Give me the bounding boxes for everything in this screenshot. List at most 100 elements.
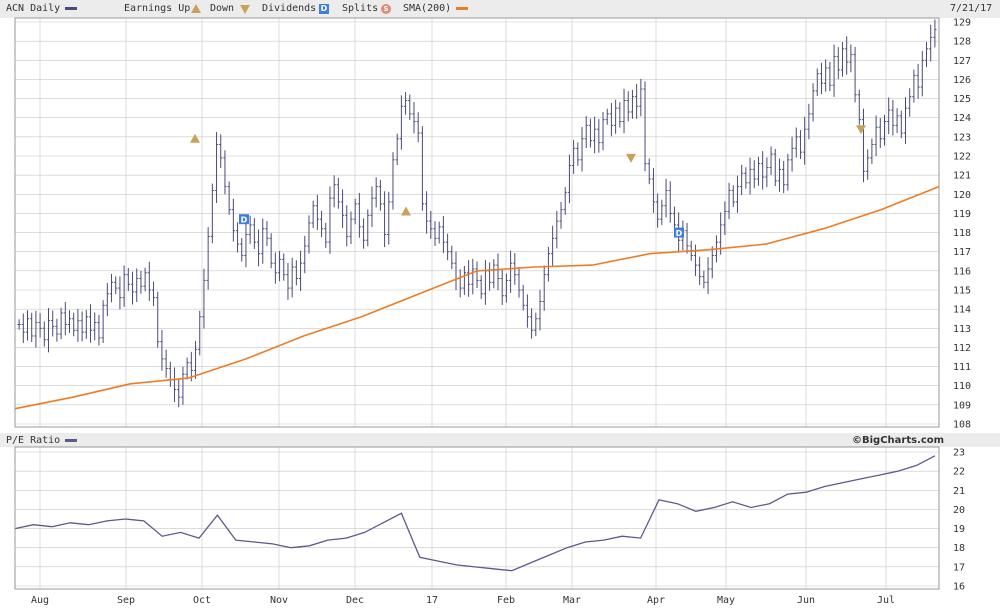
price-bar — [408, 94, 412, 120]
price-bar — [752, 160, 756, 189]
pe-y-tick-label: 18 — [953, 543, 965, 554]
price-bar — [429, 210, 433, 239]
earnings-label: Earnings — [124, 3, 173, 14]
price-bar — [698, 256, 702, 286]
price-y-tick-label: 120 — [953, 190, 971, 201]
price-bar — [17, 319, 21, 330]
price-bar — [576, 142, 580, 166]
price-bar — [609, 102, 614, 137]
price-bar — [118, 276, 122, 310]
price-bar — [639, 78, 643, 117]
earnings-down-marker — [626, 153, 636, 163]
price-bar — [248, 215, 252, 244]
price-bar — [740, 164, 744, 196]
x-tick-label: Mar — [563, 595, 581, 606]
price-y-tick-label: 113 — [953, 324, 971, 335]
price-bar — [361, 218, 366, 249]
price-bar — [147, 261, 151, 301]
price-bar — [479, 275, 483, 299]
price-bar — [256, 229, 261, 267]
price-bar — [924, 41, 929, 68]
price-bar — [618, 102, 622, 128]
pe-plot-frame — [14, 446, 940, 590]
x-tick-label: Dec — [346, 595, 364, 606]
price-bar — [622, 88, 626, 134]
price-bar — [500, 269, 504, 306]
price-bar — [870, 138, 874, 164]
price-bar — [735, 175, 740, 213]
price-bar — [509, 250, 513, 293]
price-bar — [114, 276, 118, 295]
price-y-tick-label: 114 — [953, 305, 971, 316]
price-bar — [139, 270, 143, 294]
x-tick-label: 17 — [426, 595, 438, 606]
price-bar — [555, 210, 559, 249]
price-bar — [878, 118, 882, 149]
price-bar — [534, 312, 538, 337]
pe-y-tick-label: 16 — [953, 582, 965, 593]
price-bar — [819, 62, 824, 95]
price-bar — [265, 221, 269, 246]
svg-text:D: D — [676, 229, 683, 238]
price-bar — [584, 116, 588, 149]
price-bar — [324, 222, 328, 249]
pe-legend: P/E Ratio — [6, 435, 78, 446]
pe-ratio-line — [14, 455, 936, 572]
price-y-tick-label: 115 — [953, 286, 971, 297]
price-bar — [80, 311, 84, 342]
dividend-icon: D — [319, 4, 329, 14]
price-bar — [866, 149, 870, 180]
pe-y-axis: 16 17 18 19 20 21 22 23 — [953, 448, 965, 593]
earnings-down-label: Down — [210, 3, 235, 14]
price-bar — [290, 257, 294, 298]
price-bar — [55, 318, 59, 342]
price-y-tick-label: 112 — [953, 343, 971, 354]
price-bar — [521, 284, 525, 311]
price-bar — [824, 59, 828, 92]
price-bar — [933, 19, 937, 48]
sma-200-line — [14, 185, 940, 410]
price-bar — [693, 244, 698, 277]
price-bar — [895, 108, 899, 134]
price-y-tick-label: 122 — [953, 152, 971, 163]
price-bar — [580, 127, 584, 172]
price-bar — [656, 193, 660, 228]
price-bar — [235, 222, 240, 253]
splits-label: Splits — [342, 3, 379, 14]
price-bar — [530, 308, 534, 339]
price-bar — [433, 221, 437, 246]
price-bar — [538, 289, 542, 331]
price-bar — [840, 41, 845, 77]
price-bar — [403, 92, 408, 115]
price-bar — [105, 282, 109, 317]
price-bar — [38, 313, 42, 338]
price-swatch — [65, 6, 78, 10]
price-bar — [488, 262, 492, 291]
price-bar — [227, 181, 231, 215]
price-bar — [101, 300, 105, 344]
price-bar — [424, 191, 429, 234]
price-bar — [912, 69, 916, 103]
price-bar — [122, 265, 126, 307]
price-bar — [307, 215, 311, 254]
legend-bar: ACN Daily Earnings Up Down Dividends D S… — [0, 0, 1000, 18]
price-bar — [777, 158, 782, 192]
price-bar — [828, 61, 832, 92]
price-bar — [702, 270, 706, 289]
price-bar — [349, 211, 353, 245]
price-bar — [668, 181, 672, 223]
price-bar — [651, 168, 656, 213]
price-bar — [437, 221, 441, 244]
symbol-legend: ACN Daily — [6, 3, 78, 14]
price-bar — [298, 250, 303, 292]
price-bar — [929, 24, 933, 62]
price-bar — [466, 260, 471, 297]
price-bar — [567, 154, 572, 204]
pe-y-tick-label: 17 — [953, 562, 965, 573]
price-bar — [782, 160, 786, 194]
price-bar — [30, 312, 34, 342]
symbol-label: ACN Daily — [6, 3, 61, 14]
price-bar — [21, 313, 25, 344]
price-y-tick-label: 116 — [953, 266, 971, 277]
